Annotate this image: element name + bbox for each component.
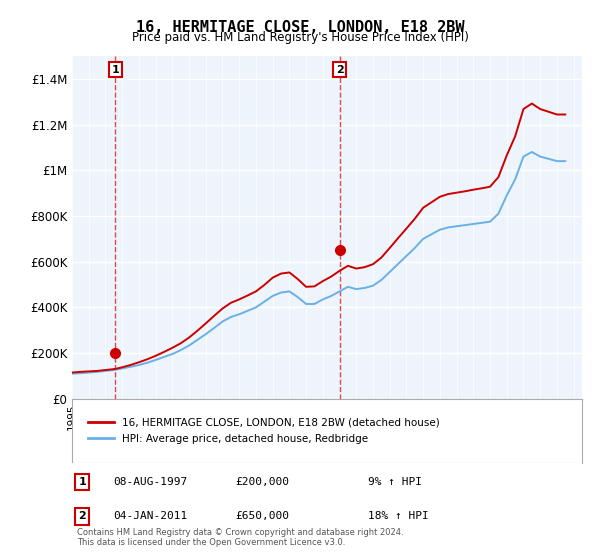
Text: Contains HM Land Registry data © Crown copyright and database right 2024.
This d: Contains HM Land Registry data © Crown c…	[77, 528, 404, 547]
Legend: 16, HERMITAGE CLOSE, LONDON, E18 2BW (detached house), HPI: Average price, detac: 16, HERMITAGE CLOSE, LONDON, E18 2BW (de…	[82, 413, 445, 449]
Text: £200,000: £200,000	[235, 477, 289, 487]
Text: 2: 2	[79, 511, 86, 521]
Text: 08-AUG-1997: 08-AUG-1997	[113, 477, 187, 487]
Text: £650,000: £650,000	[235, 511, 289, 521]
Text: 18% ↑ HPI: 18% ↑ HPI	[368, 511, 428, 521]
Text: 1: 1	[112, 64, 119, 74]
Text: 2: 2	[335, 64, 343, 74]
Text: 16, HERMITAGE CLOSE, LONDON, E18 2BW: 16, HERMITAGE CLOSE, LONDON, E18 2BW	[136, 20, 464, 35]
Text: 1: 1	[79, 477, 86, 487]
Text: 04-JAN-2011: 04-JAN-2011	[113, 511, 187, 521]
Text: 9% ↑ HPI: 9% ↑ HPI	[368, 477, 422, 487]
Text: Price paid vs. HM Land Registry's House Price Index (HPI): Price paid vs. HM Land Registry's House …	[131, 31, 469, 44]
